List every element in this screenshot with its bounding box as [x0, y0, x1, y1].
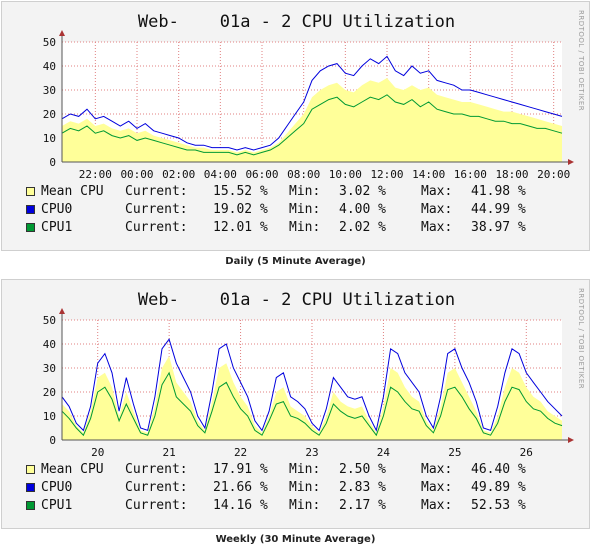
x-tick-label: 22:00	[79, 168, 112, 181]
weekly-caption: Weekly (30 Minute Average)	[215, 534, 376, 545]
legend-name: Mean CPU	[41, 462, 104, 477]
legend-max-label: Max:	[421, 184, 453, 199]
x-tick-label: 18:00	[495, 168, 528, 181]
legend-swatch	[26, 187, 35, 196]
legend-min-value: 2.50 %	[339, 462, 386, 477]
y-tick-label: 30	[43, 362, 56, 375]
legend-max-value: 46.40 %	[471, 462, 526, 477]
daily-graph-panel: Web- 01a - 2 CPU Utilization RRDTOOL / T…	[1, 1, 590, 251]
weekly-chart: 0 10 20 30 40 50 20 21 22 23 24 25 26	[43, 308, 574, 459]
daily-side-label: RRDTOOL / TOBI OETIKER	[577, 10, 585, 112]
weekly-graph-title: Web- 01a - 2 CPU Utilization	[137, 290, 456, 310]
legend-max-label: Max:	[421, 480, 453, 495]
legend-min-value: 2.17 %	[339, 498, 386, 513]
legend-min-label: Min:	[289, 462, 321, 477]
legend-name: CPU0	[41, 480, 73, 495]
x-tick-label: 26	[520, 446, 533, 459]
legend-max-value: 52.53 %	[471, 498, 526, 513]
y-tick-label: 0	[49, 156, 56, 169]
legend-current-value: 17.91 %	[213, 462, 268, 477]
series-line-cpu0	[61, 55, 563, 151]
series-area-mean-cpu	[62, 78, 562, 162]
x-tick-label: 20	[91, 446, 104, 459]
daily-caption: Daily (5 Minute Average)	[225, 256, 366, 267]
legend-name: CPU1	[41, 220, 73, 235]
legend-current-label: Current:	[125, 202, 188, 217]
x-tick-label: 08:00	[287, 168, 320, 181]
legend-min-label: Min:	[289, 202, 321, 217]
x-tick-label: 10:00	[329, 168, 362, 181]
legend-current-label: Current:	[125, 480, 188, 495]
legend-current-value: 15.52 %	[213, 184, 268, 199]
series-line-cpu1	[61, 94, 563, 156]
legend-min-label: Min:	[289, 498, 321, 513]
x-tick-label: 25	[448, 446, 461, 459]
legend-name: Mean CPU	[41, 184, 104, 199]
y-tick-label: 40	[43, 338, 56, 351]
y-tick-label: 50	[43, 314, 56, 327]
legend-current-value: 12.01 %	[213, 220, 268, 235]
weekly-side-label: RRDTOOL / TOBI OETIKER	[577, 288, 585, 390]
legend-max-value: 41.98 %	[471, 184, 526, 199]
x-tick-label: 04:00	[204, 168, 237, 181]
y-tick-label: 40	[43, 60, 56, 73]
y-axis-arrow	[59, 308, 65, 314]
x-tick-label: 20:00	[537, 168, 570, 181]
x-tick-label: 02:00	[162, 168, 195, 181]
y-tick-label: 0	[49, 434, 56, 447]
legend-max-label: Max:	[421, 202, 453, 217]
legend-current-value: 14.16 %	[213, 498, 268, 513]
daily-graph-title: Web- 01a - 2 CPU Utilization	[137, 12, 456, 32]
y-tick-label: 10	[43, 410, 56, 423]
y-tick-label: 10	[43, 132, 56, 145]
x-tick-label: 16:00	[454, 168, 487, 181]
daily-chart: 0 10 20 30 40 50 22:00 00:00 02:00 04:00 06:00 08:0…	[43, 30, 574, 181]
legend-swatch	[26, 223, 35, 232]
x-tick-label: 24	[377, 446, 391, 459]
legend-current-label: Current:	[125, 220, 188, 235]
legend-current-value: 21.66 %	[213, 480, 268, 495]
legend-min-value: 2.02 %	[339, 220, 386, 235]
legend-swatch	[26, 465, 35, 474]
x-tick-label: 21	[163, 446, 176, 459]
legend-min-value: 4.00 %	[339, 202, 386, 217]
legend-swatch	[26, 205, 35, 214]
y-tick-label: 20	[43, 108, 56, 121]
legend-current-label: Current:	[125, 498, 188, 513]
legend-min-value: 3.02 %	[339, 184, 386, 199]
y-tick-label: 30	[43, 84, 56, 97]
legend-swatch	[26, 501, 35, 510]
x-tick-label: 14:00	[412, 168, 445, 181]
legend-current-value: 19.02 %	[213, 202, 268, 217]
legend-max-label: Max:	[421, 462, 453, 477]
weekly-graph-panel: Web- 01a - 2 CPU Utilization RRDTOOL / T…	[1, 279, 590, 529]
legend-max-value: 44.99 %	[471, 202, 526, 217]
x-axis-arrow	[568, 159, 574, 165]
legend-max-value: 49.89 %	[471, 480, 526, 495]
legend-current-label: Current:	[125, 462, 188, 477]
legend-current-label: Current:	[125, 184, 188, 199]
series-line-cpu1	[61, 371, 563, 437]
y-tick-label: 50	[43, 36, 56, 49]
x-tick-label: 06:00	[245, 168, 278, 181]
legend-min-label: Min:	[289, 480, 321, 495]
legend-max-value: 38.97 %	[471, 220, 526, 235]
y-axis-arrow	[59, 30, 65, 36]
legend-max-label: Max:	[421, 220, 453, 235]
series-line-cpu0	[61, 338, 563, 432]
legend-min-label: Min:	[289, 184, 321, 199]
x-axis-arrow	[568, 437, 574, 443]
y-tick-label: 20	[43, 386, 56, 399]
x-tick-label: 12:00	[370, 168, 403, 181]
series-area-mean-cpu	[62, 356, 562, 440]
x-tick-label: 22	[234, 446, 247, 459]
legend-name: CPU1	[41, 498, 73, 513]
legend-swatch	[26, 483, 35, 492]
legend-name: CPU0	[41, 202, 73, 217]
x-tick-label: 00:00	[120, 168, 153, 181]
legend-min-value: 2.83 %	[339, 480, 386, 495]
legend-max-label: Max:	[421, 498, 453, 513]
legend-min-label: Min:	[289, 220, 321, 235]
x-tick-label: 23	[305, 446, 318, 459]
